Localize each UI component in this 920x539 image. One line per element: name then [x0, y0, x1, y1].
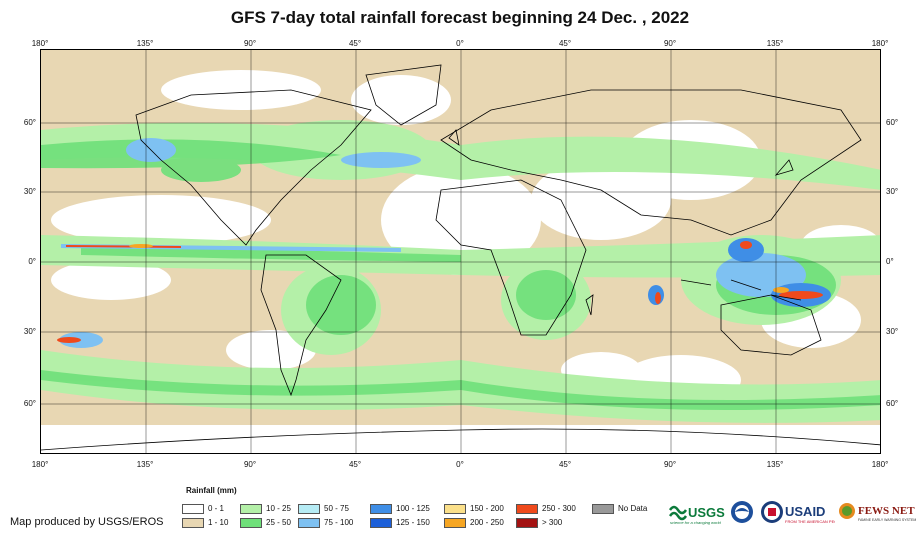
longitude-label: 45° — [558, 39, 572, 48]
legend-label: 10 - 25 — [266, 504, 291, 513]
legend-label: 1 - 10 — [208, 518, 229, 527]
latitude-label: 0° — [886, 257, 894, 266]
longitude-label: 0° — [456, 460, 464, 469]
svg-text:FROM THE AMERICAN PEOPLE: FROM THE AMERICAN PEOPLE — [785, 519, 835, 524]
legend-label: 0 - 1 — [208, 504, 225, 513]
latitude-label: 30° — [886, 327, 899, 336]
legend-item: > 300 — [516, 517, 562, 528]
map-credit: Map produced by USGS/EROS — [10, 516, 164, 528]
longitude-label: 135° — [136, 39, 154, 48]
legend-item: 250 - 300 — [516, 503, 576, 514]
longitude-label: 180° — [871, 39, 889, 48]
longitude-label: 90° — [663, 460, 677, 469]
latitude-label: 60° — [886, 118, 899, 127]
legend-item: 100 - 125 — [370, 503, 430, 514]
legend-title: Rainfall (mm) — [186, 486, 237, 495]
legend-label: No Data — [618, 504, 648, 513]
legend-item: 50 - 75 — [298, 503, 349, 514]
longitude-label: 135° — [766, 39, 784, 48]
longitude-label: 0° — [456, 39, 464, 48]
longitude-label: 180° — [31, 39, 49, 48]
noaa-logo-icon — [730, 500, 754, 524]
usaid-logo-text: USAID — [785, 504, 825, 519]
legend-swatch — [370, 503, 392, 514]
fews-net-logo: FEWS NET FAMINE EARLY WARNING SYSTEMS NE… — [838, 500, 920, 526]
legend-item: 1 - 10 — [182, 517, 228, 528]
legend-swatch — [444, 517, 466, 528]
legend-swatch — [444, 503, 466, 514]
longitude-label: 45° — [348, 39, 362, 48]
legend-item: 200 - 250 — [444, 517, 504, 528]
latitude-label: 60° — [23, 399, 36, 408]
legend-label: 75 - 100 — [324, 518, 354, 527]
usgs-logo: USGS science for a changing world — [668, 500, 726, 526]
legend-label: > 300 — [542, 518, 563, 527]
legend-swatch — [516, 517, 538, 528]
legend-item: No Data — [592, 503, 647, 514]
legend-swatch — [182, 503, 204, 514]
rainfall-map[interactable] — [40, 49, 881, 454]
longitude-label: 135° — [766, 460, 784, 469]
latitude-label: 60° — [23, 118, 36, 127]
legend-swatch — [592, 503, 614, 514]
fews-net-logo-text: FEWS NET — [858, 505, 915, 517]
longitude-label: 90° — [243, 39, 257, 48]
legend-label: 150 - 200 — [470, 504, 504, 513]
legend-label: 125 - 150 — [396, 518, 430, 527]
legend-swatch — [370, 517, 392, 528]
longitude-label: 90° — [663, 39, 677, 48]
svg-text:FAMINE EARLY WARNING SYSTEMS N: FAMINE EARLY WARNING SYSTEMS NETWORK — [858, 518, 916, 522]
svg-text:science for a changing world: science for a changing world — [670, 520, 721, 525]
legend-item: 75 - 100 — [298, 517, 353, 528]
legend-item: 150 - 200 — [444, 503, 504, 514]
legend-swatch — [240, 517, 262, 528]
rainfall-map-graphic — [41, 50, 880, 453]
latitude-label: 30° — [23, 327, 36, 336]
usgs-logo-text: USGS — [688, 505, 725, 520]
latitude-label: 30° — [886, 187, 899, 196]
legend-item: 10 - 25 — [240, 503, 291, 514]
latitude-label: 30° — [23, 187, 36, 196]
map-title: GFS 7-day total rainfall forecast beginn… — [230, 8, 690, 27]
legend-swatch — [182, 517, 204, 528]
legend-swatch — [240, 503, 262, 514]
latitude-label: 60° — [886, 399, 899, 408]
longitude-label: 180° — [871, 460, 889, 469]
legend-item: 0 - 1 — [182, 503, 224, 514]
legend-label: 100 - 125 — [396, 504, 430, 513]
longitude-label: 45° — [348, 460, 362, 469]
legend-swatch — [298, 503, 320, 514]
latitude-label: 0° — [28, 257, 36, 266]
legend-swatch — [298, 517, 320, 528]
longitude-label: 90° — [243, 460, 257, 469]
legend-label: 200 - 250 — [470, 518, 504, 527]
legend-label: 50 - 75 — [324, 504, 349, 513]
longitude-label: 180° — [31, 460, 49, 469]
usaid-logo: USAID FROM THE AMERICAN PEOPLE — [785, 502, 845, 524]
usaid-seal-icon — [760, 500, 784, 524]
legend-swatch — [516, 503, 538, 514]
longitude-label: 45° — [558, 460, 572, 469]
legend-item: 125 - 150 — [370, 517, 430, 528]
legend-item: 25 - 50 — [240, 517, 291, 528]
legend-label: 25 - 50 — [266, 518, 291, 527]
longitude-label: 135° — [136, 460, 154, 469]
legend-label: 250 - 300 — [542, 504, 576, 513]
